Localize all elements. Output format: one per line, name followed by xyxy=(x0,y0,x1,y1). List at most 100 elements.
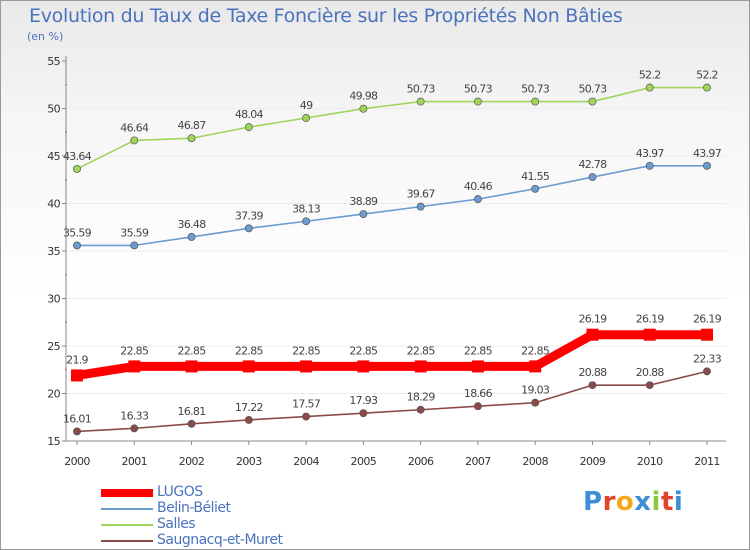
data-point-belin-b-liet xyxy=(130,241,139,250)
data-point-lugos xyxy=(185,360,198,373)
data-label-salles: 52.2 xyxy=(639,69,661,82)
proxiti-logo: Proxiti xyxy=(583,487,683,517)
data-label-salles: 52.2 xyxy=(696,69,718,82)
data-point-saugnacq-et-muret xyxy=(473,402,482,411)
data-label-belin-b-liet: 39.67 xyxy=(407,188,436,201)
data-point-belin-b-liet xyxy=(302,217,311,226)
x-tick-label: 2004 xyxy=(293,455,319,468)
data-point-belin-b-liet xyxy=(703,161,711,170)
data-label-lugos: 22.85 xyxy=(178,344,207,357)
chart-subtitle: (en %) xyxy=(27,30,64,43)
data-label-lugos: 22.85 xyxy=(235,344,264,357)
legend-swatch xyxy=(101,540,153,542)
data-label-salles: 46.87 xyxy=(178,119,207,132)
data-point-lugos xyxy=(300,360,313,373)
x-tick-label: 2000 xyxy=(64,455,90,468)
data-label-saugnacq-et-muret: 16.01 xyxy=(63,412,91,425)
series-line-belin-b-liet xyxy=(77,164,707,247)
data-point-salles xyxy=(703,83,711,92)
data-label-belin-b-liet: 35.59 xyxy=(63,226,92,239)
data-point-lugos xyxy=(529,360,542,373)
y-tick-label: 30 xyxy=(47,293,60,306)
data-label-belin-b-liet: 42.78 xyxy=(578,158,607,171)
data-label-saugnacq-et-muret: 20.88 xyxy=(636,366,665,379)
data-point-belin-b-liet xyxy=(244,224,253,233)
data-label-salles: 50.73 xyxy=(521,83,550,96)
data-label-saugnacq-et-muret: 17.93 xyxy=(349,394,378,407)
data-label-lugos: 26.19 xyxy=(636,313,665,326)
legend-label: Belin-Béliet xyxy=(157,500,231,516)
data-label-lugos: 22.85 xyxy=(521,344,550,357)
logo-letter: x xyxy=(634,487,652,517)
data-label-saugnacq-et-muret: 16.81 xyxy=(178,405,206,418)
data-point-lugos xyxy=(701,328,713,341)
data-label-lugos: 26.19 xyxy=(693,313,722,326)
data-label-saugnacq-et-muret: 18.29 xyxy=(407,391,436,404)
logo-letter: t xyxy=(660,487,674,517)
data-point-saugnacq-et-muret xyxy=(359,409,368,418)
data-label-belin-b-liet: 38.89 xyxy=(349,195,378,208)
series-line-salles xyxy=(76,86,707,170)
data-point-saugnacq-et-muret xyxy=(244,415,253,424)
data-point-lugos xyxy=(586,328,599,341)
data-point-saugnacq-et-muret xyxy=(645,381,654,390)
y-tick-label: 40 xyxy=(47,198,60,211)
legend-swatch xyxy=(101,508,153,510)
y-tick-label: 35 xyxy=(47,245,60,258)
data-point-saugnacq-et-muret xyxy=(187,419,196,428)
series-line-lugos xyxy=(76,330,707,380)
data-label-saugnacq-et-muret: 22.33 xyxy=(693,352,722,365)
data-label-lugos: 22.85 xyxy=(464,344,493,357)
data-label-belin-b-liet: 43.97 xyxy=(636,147,665,160)
data-label-saugnacq-et-muret: 18.66 xyxy=(464,387,493,400)
data-point-saugnacq-et-muret xyxy=(588,381,597,390)
data-label-salles: 50.73 xyxy=(578,83,607,96)
data-label-belin-b-liet: 38.13 xyxy=(292,202,321,215)
data-point-belin-b-liet xyxy=(531,184,540,193)
data-point-belin-b-liet xyxy=(416,202,425,211)
x-tick-label: 2002 xyxy=(179,455,205,468)
data-point-salles xyxy=(244,123,253,132)
data-point-salles xyxy=(645,83,654,92)
data-label-belin-b-liet: 43.97 xyxy=(693,147,722,160)
legend-label: Salles xyxy=(157,516,196,532)
data-label-saugnacq-et-muret: 17.22 xyxy=(235,401,263,414)
data-label-belin-b-liet: 35.59 xyxy=(120,226,149,239)
data-point-lugos xyxy=(471,360,484,373)
data-point-salles xyxy=(416,97,425,106)
data-point-lugos xyxy=(128,360,141,373)
data-label-belin-b-liet: 40.46 xyxy=(464,180,493,193)
data-label-belin-b-liet: 36.48 xyxy=(178,218,207,231)
y-tick-label: 20 xyxy=(47,388,60,401)
data-point-saugnacq-et-muret xyxy=(531,398,540,407)
data-point-salles xyxy=(73,164,81,173)
data-point-lugos xyxy=(643,328,656,341)
data-point-salles xyxy=(130,136,139,145)
legend-swatch xyxy=(101,524,153,526)
y-tick-label: 45 xyxy=(47,150,60,163)
data-label-salles: 46.64 xyxy=(120,121,149,134)
data-label-salles: 50.73 xyxy=(464,83,493,96)
data-point-belin-b-liet xyxy=(73,241,81,250)
logo-letter: o xyxy=(615,487,635,517)
legend-label: Saugnacq-et-Muret xyxy=(157,532,283,548)
data-label-belin-b-liet: 37.39 xyxy=(235,209,264,222)
data-point-saugnacq-et-muret xyxy=(73,427,81,436)
data-label-lugos: 22.85 xyxy=(349,344,378,357)
y-tick-label: 25 xyxy=(47,340,60,353)
data-point-saugnacq-et-muret xyxy=(130,424,139,433)
y-tick-label: 15 xyxy=(47,435,60,448)
data-label-salles: 43.64 xyxy=(63,150,92,163)
x-tick-label: 2006 xyxy=(408,455,434,468)
logo-letter: i xyxy=(651,487,661,517)
data-point-salles xyxy=(187,134,196,143)
data-point-salles xyxy=(531,97,540,106)
data-point-salles xyxy=(302,114,311,122)
y-tick-label: 50 xyxy=(47,103,60,116)
data-label-salles: 49.98 xyxy=(349,90,378,103)
data-label-salles: 48.04 xyxy=(235,108,264,121)
data-label-salles: 49 xyxy=(300,99,313,112)
x-tick-label: 2005 xyxy=(351,455,377,468)
data-label-lugos: 22.85 xyxy=(120,344,149,357)
